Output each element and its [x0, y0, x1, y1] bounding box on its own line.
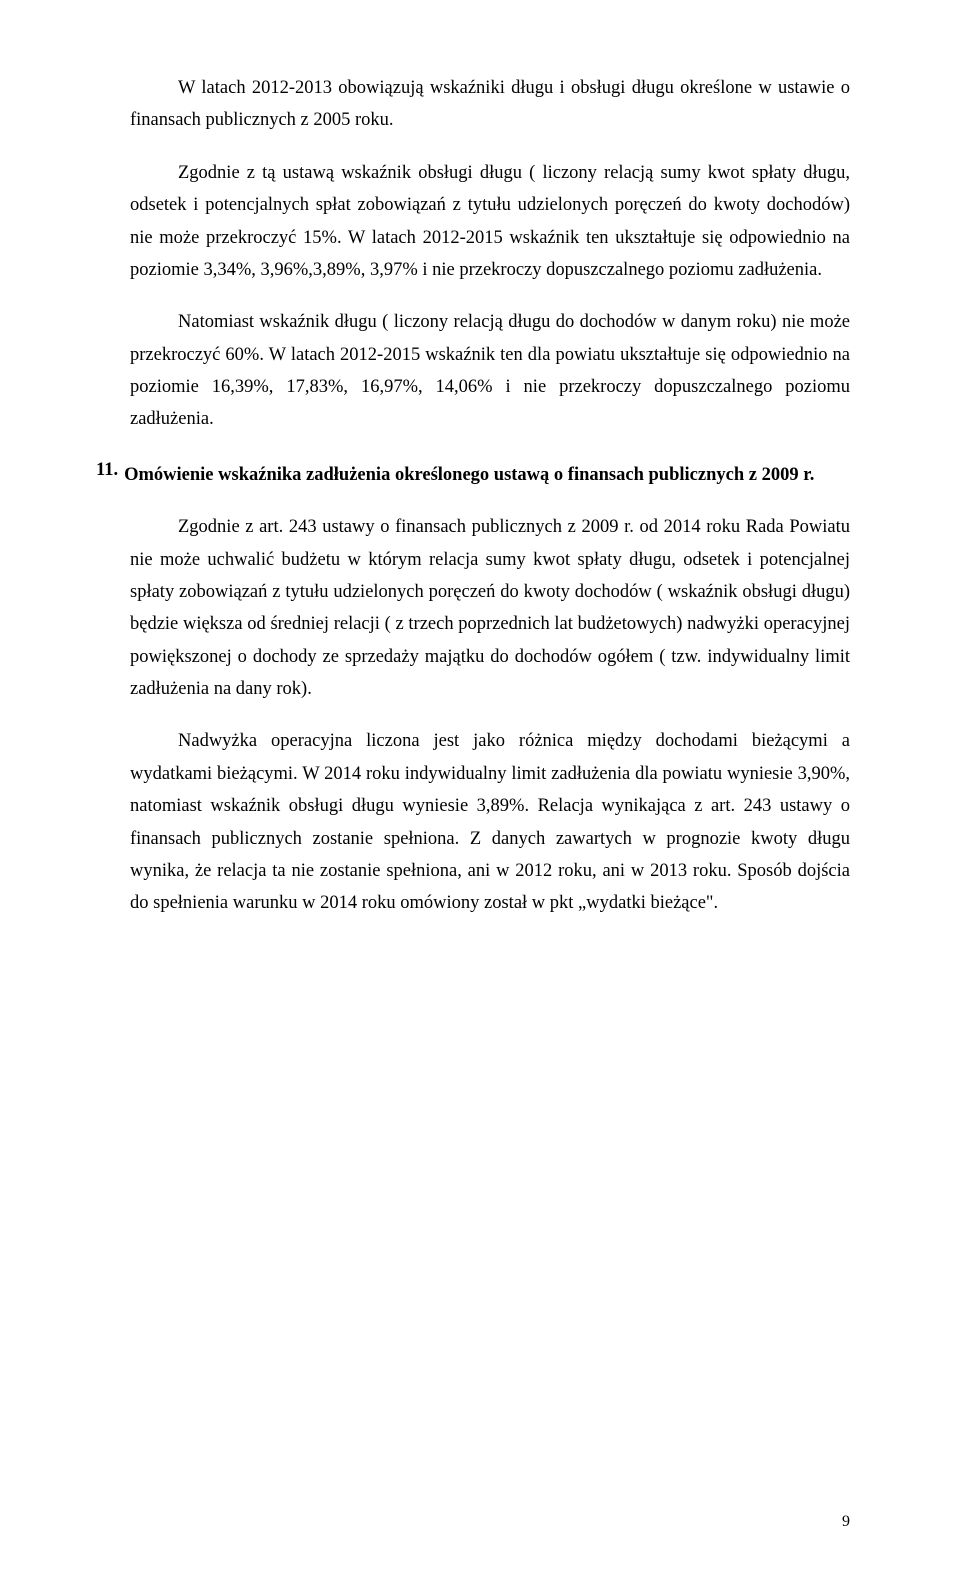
heading-number: 11. [96, 460, 118, 481]
document-page: W latach 2012-2013 obowiązują wskaźniki … [0, 0, 960, 1579]
paragraph-4: Zgodnie z art. 243 ustawy o finansach pu… [130, 511, 850, 705]
section-heading: 11. Omówienie wskaźnika zadłużenia okreś… [130, 460, 850, 491]
paragraph-1: W latach 2012-2013 obowiązują wskaźniki … [130, 72, 850, 137]
paragraph-3: Natomiast wskaźnik długu ( liczony relac… [130, 306, 850, 436]
paragraph-2: Zgodnie z tą ustawą wskaźnik obsługi dłu… [130, 157, 850, 287]
page-number: 9 [842, 1513, 850, 1531]
paragraph-5: Nadwyżka operacyjna liczona jest jako ró… [130, 725, 850, 919]
heading-text: Omówienie wskaźnika zadłużenia określone… [124, 460, 814, 491]
